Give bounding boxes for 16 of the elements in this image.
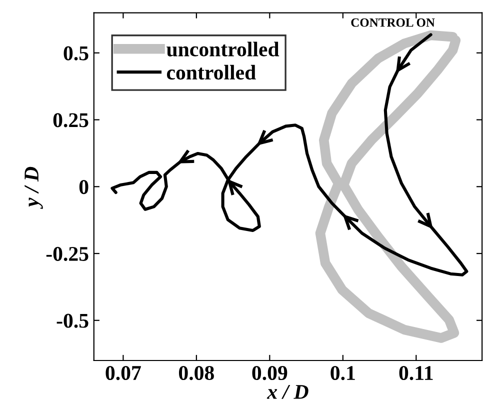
x-tick-label: 0.09 bbox=[252, 366, 288, 380]
y-axis-title: y / D bbox=[24, 166, 43, 209]
line-series bbox=[110, 33, 468, 276]
y-tick-label: 0.5 bbox=[64, 46, 88, 60]
legend-label: uncontrolled bbox=[166, 42, 280, 56]
legend-label: controlled bbox=[166, 64, 256, 80]
y-tick-label: 0 bbox=[79, 180, 88, 194]
y-tick-label: -0.5 bbox=[56, 314, 88, 328]
x-tick-label: 0.11 bbox=[399, 366, 433, 380]
y-tick-label: 0.25 bbox=[53, 113, 88, 128]
y-tick-label: -0.25 bbox=[46, 246, 88, 262]
x-tick-label: 0.07 bbox=[106, 366, 141, 380]
annotation: CONTROL ON bbox=[351, 18, 435, 27]
x-tick-label: 0.08 bbox=[178, 366, 214, 380]
x-tick-label: 0.1 bbox=[330, 366, 355, 380]
x-axis-title: x / D bbox=[266, 384, 308, 399]
